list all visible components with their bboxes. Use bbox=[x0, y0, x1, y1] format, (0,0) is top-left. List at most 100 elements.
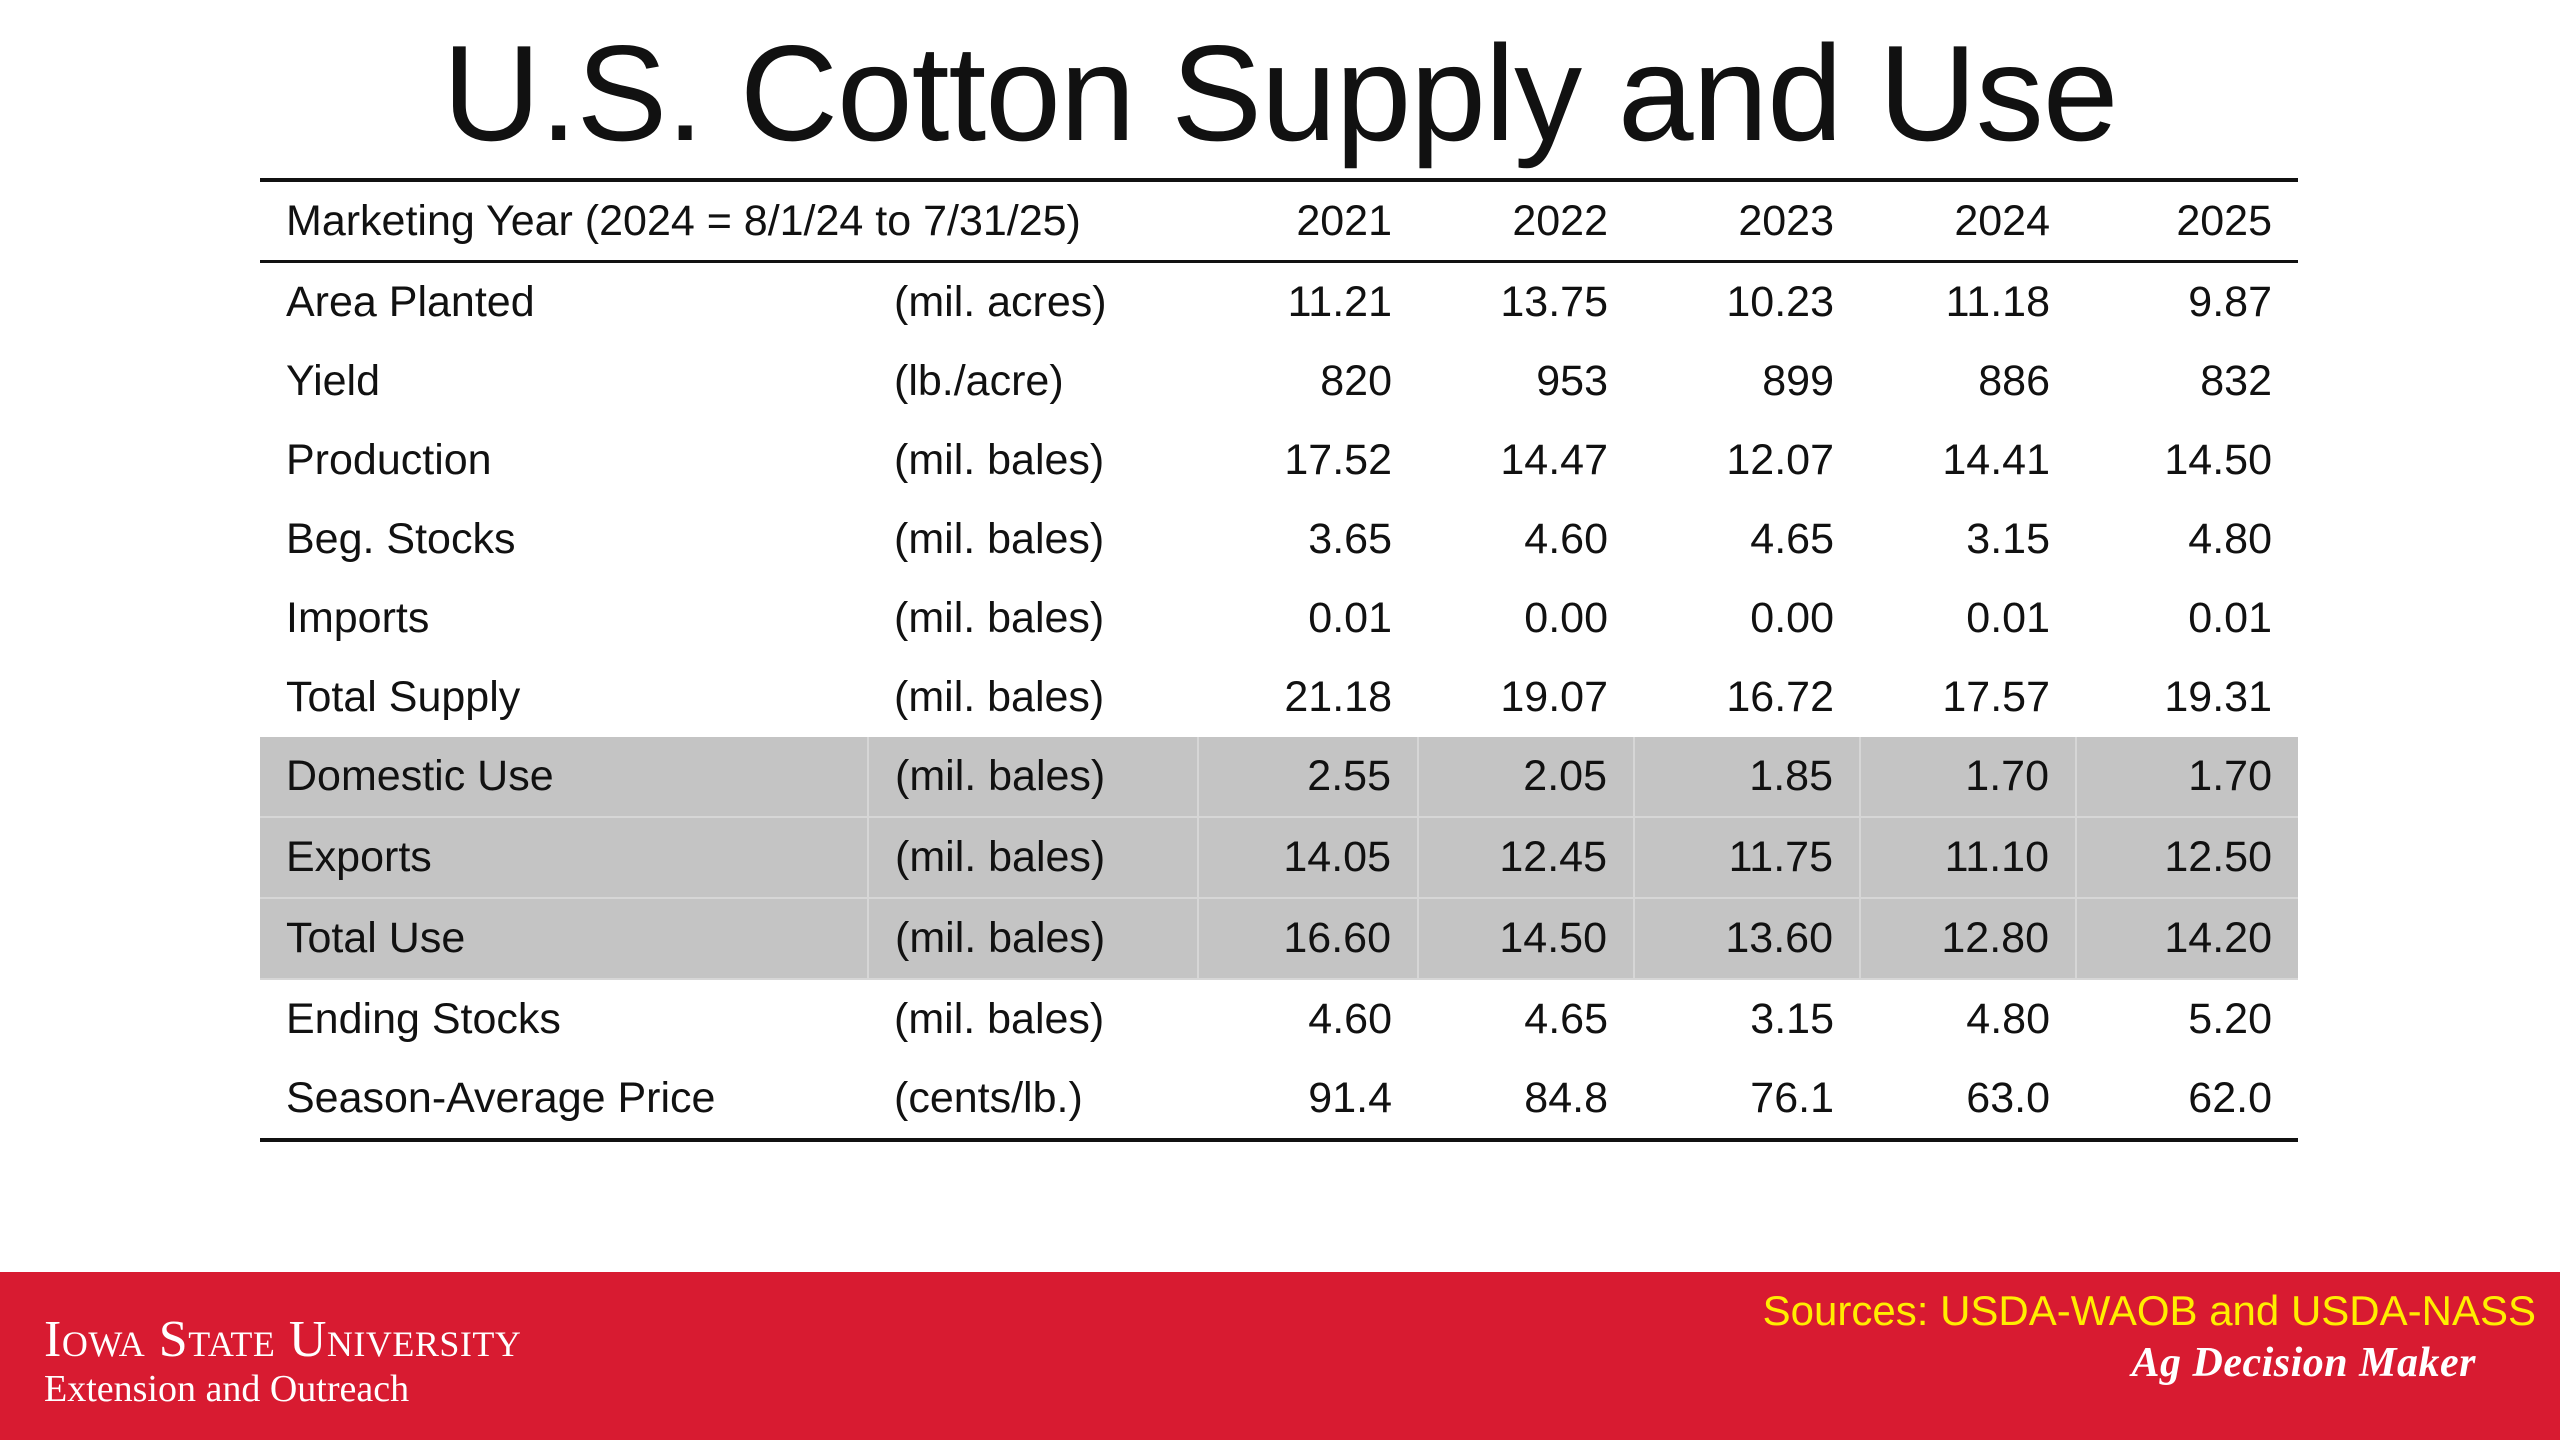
value-cell-2024: 4.80 bbox=[1966, 995, 2050, 1043]
value-cell-2021: 11.21 bbox=[1287, 278, 1392, 326]
row-label: Area Planted bbox=[286, 278, 535, 326]
row-unit: (mil. bales) bbox=[894, 673, 1105, 721]
value-cell-2021: 14.05 bbox=[1198, 817, 1419, 899]
value-cell-2023: 1.85 bbox=[1634, 737, 1861, 818]
value-cell-2023: 11.75 bbox=[1634, 817, 1861, 899]
table-body: Area Planted (mil. acres) 11.21 13.75 10.23 1… bbox=[260, 262, 2298, 1140]
value-cell-2025: 14.20 bbox=[2076, 898, 2298, 980]
value-cell-2023: 12.07 bbox=[1726, 436, 1834, 484]
value-cell-2024: 3.15 bbox=[1966, 515, 2050, 563]
slide-title: U.S. Cotton Supply and Use bbox=[442, 17, 2119, 169]
university-wordmark: Iowa State University bbox=[44, 1311, 522, 1368]
value-cell-2024: 17.57 bbox=[1942, 673, 2050, 721]
value-cell-2022: 14.50 bbox=[1418, 898, 1635, 980]
value-cell-2022: 953 bbox=[1536, 357, 1608, 405]
value-cell-2025: 832 bbox=[2200, 357, 2272, 405]
row-label: Ending Stocks bbox=[286, 995, 561, 1043]
value-cell-2022: 19.07 bbox=[1500, 673, 1608, 721]
row-unit: (cents/lb.) bbox=[894, 1074, 1083, 1122]
value-cell-2022: 4.65 bbox=[1524, 995, 1608, 1043]
footer-bar: Iowa State University Extension and Outr… bbox=[0, 1272, 2560, 1440]
value-cell-2021: 820 bbox=[1320, 357, 1392, 405]
row-label: Imports bbox=[286, 594, 430, 642]
value-cell-2021: 2.55 bbox=[1198, 737, 1419, 818]
value-cell-2022: 14.47 bbox=[1500, 436, 1608, 484]
table-row: Exports (mil. bales) 14.05 12.45 11.75 11.10 1… bbox=[260, 817, 2298, 899]
value-cell-2023: 76.1 bbox=[1750, 1074, 1834, 1122]
row-unit: (mil. bales) bbox=[868, 817, 1199, 899]
value-cell-2023: 13.60 bbox=[1634, 898, 1861, 980]
value-cell-2025: 19.31 bbox=[2164, 673, 2272, 721]
sources-note: Sources: USDA-WAOB and USDA-NASS bbox=[1762, 1287, 2536, 1334]
value-cell-2024: 12.80 bbox=[1860, 898, 2077, 980]
row-label: Domestic Use bbox=[260, 737, 869, 818]
supply-use-table-container: Marketing Year (2024 = 8/1/24 to 7/31/25… bbox=[260, 178, 2298, 1142]
value-cell-2025: 9.87 bbox=[2188, 278, 2272, 326]
value-cell-2023: 899 bbox=[1762, 357, 1834, 405]
value-cell-2025: 12.50 bbox=[2076, 817, 2298, 899]
row-unit: (lb./acre) bbox=[894, 357, 1064, 405]
value-cell-2024: 14.41 bbox=[1942, 436, 2050, 484]
value-cell-2021: 4.60 bbox=[1308, 995, 1392, 1043]
value-cell-2024: 0.01 bbox=[1966, 594, 2050, 642]
table-row: Domestic Use (mil. bales) 2.55 2.05 1.85 1.70… bbox=[260, 737, 2298, 818]
year-header-2022: 2022 bbox=[1512, 196, 1608, 245]
value-cell-2025: 5.20 bbox=[2188, 995, 2272, 1043]
value-cell-2022: 2.05 bbox=[1418, 737, 1635, 818]
value-cell-2021: 21.18 bbox=[1284, 673, 1392, 721]
value-cell-2023: 4.65 bbox=[1750, 515, 1834, 563]
year-header-2023: 2023 bbox=[1738, 196, 1834, 245]
table-header-row: Marketing Year (2024 = 8/1/24 to 7/31/25… bbox=[260, 180, 2298, 262]
row-unit: (mil. bales) bbox=[894, 995, 1105, 1043]
row-label: Total Use bbox=[260, 898, 869, 980]
value-cell-2023: 16.72 bbox=[1726, 673, 1834, 721]
value-cell-2024: 11.18 bbox=[1945, 278, 2050, 326]
row-label: Production bbox=[286, 436, 492, 484]
extension-outreach-label: Extension and Outreach bbox=[44, 1368, 410, 1410]
value-cell-2022: 0.00 bbox=[1524, 594, 1608, 642]
row-unit: (mil. bales) bbox=[868, 737, 1199, 818]
value-cell-2025: 4.80 bbox=[2188, 515, 2272, 563]
table-row: Season-Average Price (cents/lb.) 91.4 84.8 7… bbox=[260, 1059, 2298, 1140]
year-header-2021: 2021 bbox=[1296, 196, 1392, 245]
row-label: Exports bbox=[260, 817, 869, 899]
table-row: Total Use (mil. bales) 16.60 14.50 13.60 12.8… bbox=[260, 898, 2298, 980]
table-row: Beg. Stocks (mil. bales) 3.65 4.60 4.65 3.15 4… bbox=[260, 500, 2298, 579]
value-cell-2021: 0.01 bbox=[1308, 594, 1392, 642]
table-row: Production (mil. bales) 17.52 14.47 12.07 14.… bbox=[260, 421, 2298, 500]
row-label: Beg. Stocks bbox=[286, 515, 516, 563]
row-unit: (mil. bales) bbox=[868, 898, 1199, 980]
value-cell-2022: 4.60 bbox=[1524, 515, 1608, 563]
value-cell-2024: 11.10 bbox=[1860, 817, 2077, 899]
value-cell-2024: 1.70 bbox=[1860, 737, 2077, 818]
year-header-2024: 2024 bbox=[1954, 196, 2050, 245]
row-unit: (mil. acres) bbox=[894, 278, 1107, 326]
value-cell-2025: 0.01 bbox=[2188, 594, 2272, 642]
value-cell-2024: 886 bbox=[1978, 357, 2050, 405]
value-cell-2024: 63.0 bbox=[1966, 1074, 2050, 1122]
table-row: Total Supply (mil. bales) 21.18 19.07 16.72 1… bbox=[260, 658, 2298, 737]
value-cell-2023: 0.00 bbox=[1750, 594, 1834, 642]
row-label: Yield bbox=[286, 357, 381, 405]
marketing-year-header: Marketing Year (2024 = 8/1/24 to 7/31/25… bbox=[286, 196, 1081, 245]
value-cell-2025: 14.50 bbox=[2164, 436, 2272, 484]
row-unit: (mil. bales) bbox=[894, 515, 1105, 563]
table-row: Imports (mil. bales) 0.01 0.00 0.00 0.01 0.01 bbox=[260, 579, 2298, 658]
value-cell-2022: 13.75 bbox=[1500, 278, 1608, 326]
row-label: Season-Average Price bbox=[286, 1074, 716, 1122]
value-cell-2025: 62.0 bbox=[2188, 1074, 2272, 1122]
value-cell-2021: 91.4 bbox=[1308, 1074, 1392, 1122]
ag-decision-maker-brand: Ag Decision Maker bbox=[2131, 1340, 2476, 1386]
row-unit: (mil. bales) bbox=[894, 436, 1105, 484]
table-row: Ending Stocks (mil. bales) 4.60 4.65 3.15 4.8… bbox=[260, 979, 2298, 1059]
row-unit: (mil. bales) bbox=[894, 594, 1105, 642]
table-row: Yield (lb./acre) 820 953 899 886 832 bbox=[260, 342, 2298, 421]
row-label: Total Supply bbox=[286, 673, 521, 721]
value-cell-2022: 12.45 bbox=[1418, 817, 1635, 899]
table-row: Area Planted (mil. acres) 11.21 13.75 10.23 1… bbox=[260, 262, 2298, 343]
value-cell-2023: 10.23 bbox=[1726, 278, 1834, 326]
supply-use-table: Marketing Year (2024 = 8/1/24 to 7/31/25… bbox=[260, 178, 2298, 1142]
value-cell-2021: 17.52 bbox=[1284, 436, 1392, 484]
year-header-2025: 2025 bbox=[2176, 196, 2272, 245]
value-cell-2021: 3.65 bbox=[1308, 515, 1392, 563]
